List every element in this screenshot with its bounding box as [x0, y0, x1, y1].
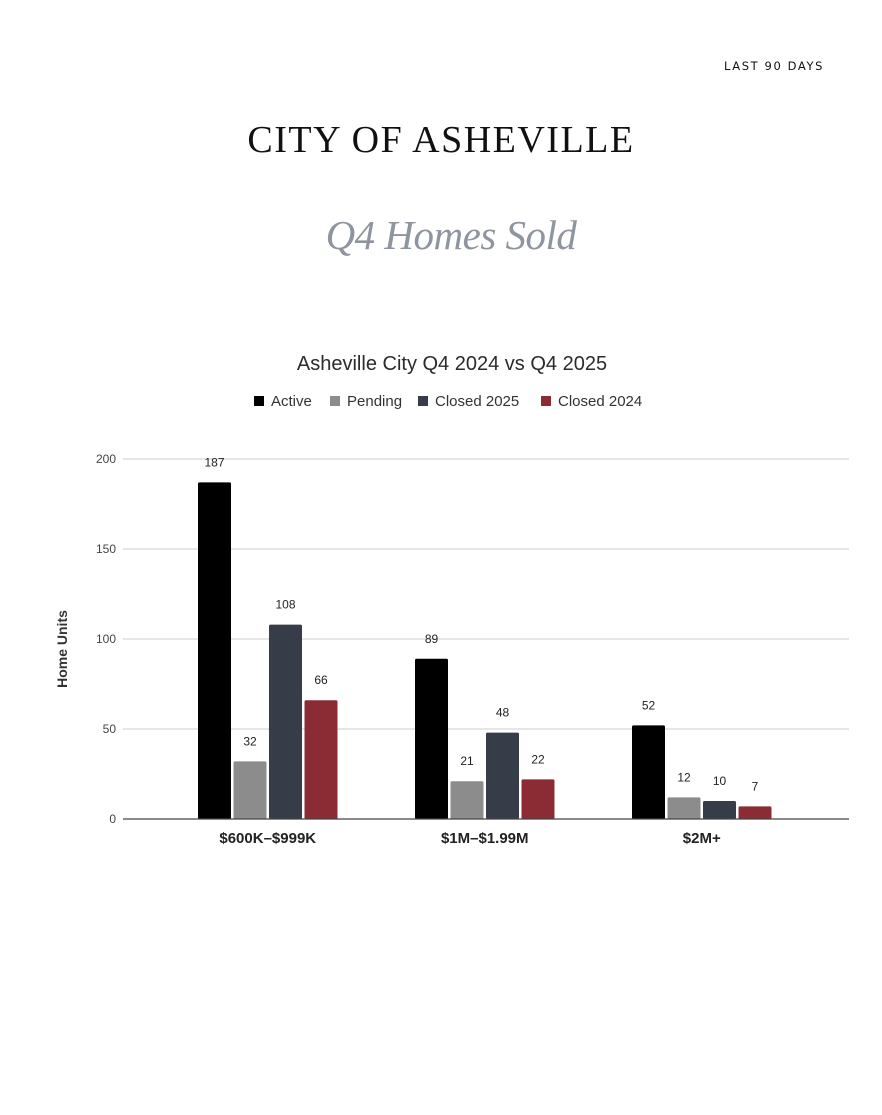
- data-label: 89: [425, 632, 439, 646]
- chart-legend: Active Pending Closed 2025 Closed 2024: [254, 393, 642, 410]
- y-tick-label: 0: [109, 812, 116, 826]
- legend-label: Active: [271, 393, 312, 410]
- page-subtitle: Q4 Homes Sold: [325, 212, 577, 258]
- y-tick-label: 150: [96, 542, 116, 556]
- bar: [521, 779, 555, 819]
- y-tick-label: 100: [96, 632, 116, 646]
- y-axis-title: Home Units: [54, 610, 70, 688]
- y-tick-label: 200: [96, 452, 116, 466]
- data-label: 187: [204, 455, 224, 469]
- legend-swatch: [254, 396, 264, 406]
- data-label: 48: [496, 706, 510, 720]
- bar: [415, 658, 448, 819]
- data-label: 22: [531, 752, 545, 766]
- data-label: 7: [752, 779, 759, 793]
- data-label: 12: [677, 770, 691, 784]
- bar: [304, 700, 338, 819]
- bar: [198, 482, 231, 819]
- bar: [269, 624, 302, 819]
- data-label: 21: [460, 754, 474, 768]
- legend-label: Closed 2025: [435, 393, 519, 410]
- bar: [233, 761, 267, 819]
- data-label: 108: [275, 598, 295, 612]
- x-category-label: $2M+: [683, 830, 721, 847]
- bar: [667, 797, 701, 819]
- legend-swatch: [418, 396, 428, 406]
- bar: [450, 781, 484, 819]
- legend-swatch: [541, 396, 551, 406]
- data-label: 32: [243, 734, 257, 748]
- x-category-label: $1M–$1.99M: [441, 830, 529, 847]
- y-tick-label: 50: [103, 722, 117, 736]
- legend-label: Pending: [347, 393, 402, 410]
- data-label: 10: [713, 774, 727, 788]
- legend-swatch: [330, 396, 340, 406]
- period-label: LAST 90 DAYS: [724, 59, 824, 73]
- bar: [632, 725, 665, 819]
- bar: [486, 732, 519, 819]
- chart-axes: $600K–$999K $1M–$1.99M $2M+: [123, 818, 849, 847]
- data-label: 52: [642, 698, 656, 712]
- chart-bars: 187 32 108 66 89 21 48 22 52 12 10 7: [198, 455, 772, 819]
- chart-gridlines: 0 50 100 150 200: [96, 452, 849, 826]
- bar: [703, 801, 736, 819]
- bar: [738, 806, 772, 819]
- legend-label: Closed 2024: [558, 393, 642, 410]
- chart-title: Asheville City Q4 2024 vs Q4 2025: [297, 353, 607, 375]
- page-title: CITY OF ASHEVILLE: [247, 119, 635, 161]
- x-category-label: $600K–$999K: [219, 830, 316, 847]
- data-label: 66: [314, 673, 328, 687]
